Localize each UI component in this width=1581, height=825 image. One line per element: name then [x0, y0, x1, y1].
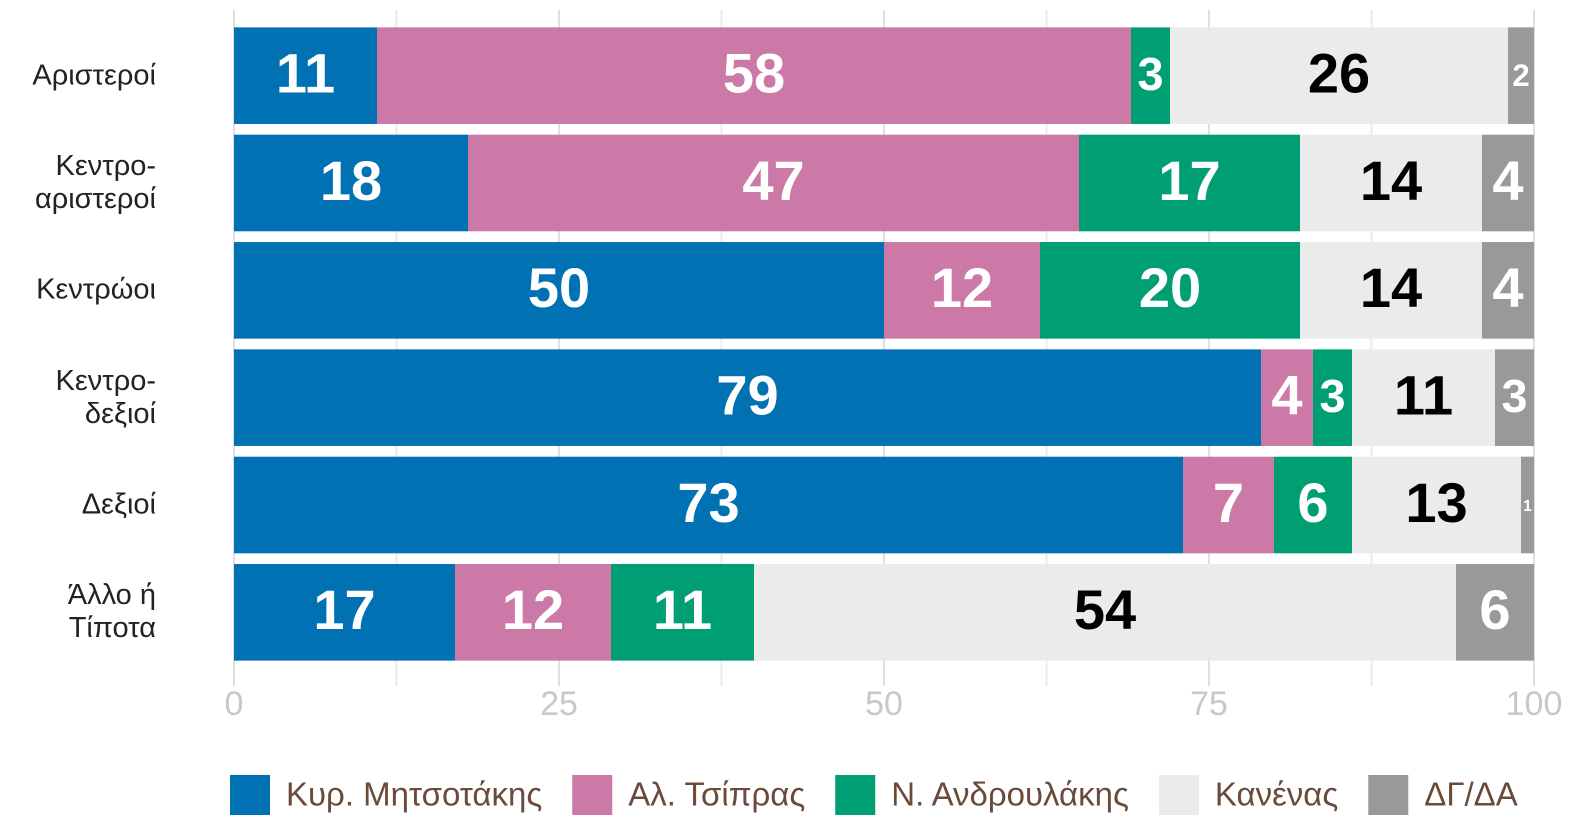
bar-segment — [1079, 134, 1300, 232]
data-label: 18 — [320, 149, 382, 212]
legend-swatch — [230, 775, 270, 815]
data-label: 1 — [1523, 498, 1532, 515]
data-label: 6 — [1297, 471, 1328, 534]
bar-segment — [234, 242, 884, 339]
bar-segment — [455, 564, 611, 661]
data-label: 58 — [723, 41, 785, 104]
bar-segment — [1261, 349, 1313, 446]
category-label: Κεντρώοι — [36, 273, 156, 306]
bar-segment — [1131, 27, 1170, 124]
x-tick-label: 0 — [225, 685, 244, 723]
data-label: 12 — [502, 578, 564, 641]
data-label: 47 — [742, 149, 804, 212]
data-label: 50 — [528, 256, 590, 319]
data-label: 4 — [1492, 149, 1523, 212]
data-label: 4 — [1271, 363, 1302, 426]
bar-segment — [234, 134, 468, 232]
data-label: 12 — [931, 256, 993, 319]
data-label: 17 — [1158, 149, 1220, 212]
data-label: 20 — [1139, 256, 1201, 319]
bar-segment — [1352, 456, 1521, 554]
data-label: 26 — [1308, 41, 1370, 104]
legend-swatch — [572, 775, 613, 815]
bar-segment — [234, 564, 455, 661]
legend-label: Αλ. Τσίπρας — [628, 776, 805, 813]
legend-label: Ν. Ανδρουλάκης — [891, 776, 1129, 813]
data-label: 17 — [313, 578, 375, 641]
legend-label: Κανένας — [1215, 776, 1338, 813]
category-label: Άλλο ή Τίποτα — [67, 579, 156, 645]
bar-segment — [1456, 564, 1534, 661]
bar-segment — [754, 564, 1456, 661]
data-label: 4 — [1492, 256, 1523, 319]
data-label: 14 — [1360, 149, 1422, 212]
category-label: Αριστεροί — [32, 59, 156, 92]
legend-label: ΔΓ/ΔΑ — [1424, 776, 1517, 813]
bar-segment — [1300, 134, 1482, 232]
bar-segment — [1482, 134, 1534, 232]
data-label: 11 — [276, 41, 335, 104]
legend-label: Κυρ. Μητσοτάκης — [286, 776, 542, 813]
x-tick-label: 75 — [1190, 685, 1228, 723]
bar-segment — [1274, 456, 1352, 554]
data-label: 14 — [1360, 256, 1422, 319]
x-tick-label: 50 — [865, 685, 903, 723]
data-label: 6 — [1479, 578, 1510, 641]
category-label: Κεντρο- δεξιοί — [55, 364, 156, 430]
x-tick-label: 25 — [540, 685, 578, 723]
bar-segment — [1482, 242, 1534, 339]
data-label: 11 — [653, 578, 712, 641]
bar-segment — [1313, 349, 1352, 446]
bar-segment — [234, 456, 1183, 554]
bar-segment — [1300, 242, 1482, 339]
bar-segment — [1183, 456, 1274, 554]
bar-segment — [1170, 27, 1508, 124]
legend-swatch — [835, 775, 876, 815]
bar-segment — [1040, 242, 1300, 339]
bar-segment — [884, 242, 1040, 339]
x-tick-label: 100 — [1506, 685, 1563, 723]
data-label: 73 — [677, 471, 739, 534]
bar-segment — [611, 564, 754, 661]
data-label: 79 — [716, 363, 778, 426]
bar-segment — [1508, 27, 1534, 124]
bar-segment — [468, 134, 1079, 232]
data-label: 3 — [1319, 370, 1345, 422]
data-label: 2 — [1512, 58, 1529, 93]
data-label: 3 — [1137, 48, 1163, 100]
data-label: 7 — [1213, 471, 1244, 534]
bar-segment — [1495, 349, 1534, 446]
legend-swatch — [1368, 775, 1409, 815]
data-label: 3 — [1501, 370, 1527, 422]
legend-swatch — [1158, 775, 1199, 815]
bar-segment — [1352, 349, 1495, 446]
category-label: Κεντρο- αριστεροί — [34, 150, 156, 215]
bar-segment — [234, 27, 377, 124]
data-label: 11 — [1394, 363, 1453, 426]
bar-segment — [1521, 456, 1534, 554]
data-label: 54 — [1074, 578, 1136, 641]
bar-segment — [377, 27, 1131, 124]
data-label: 13 — [1405, 471, 1467, 534]
bar-segment — [234, 349, 1261, 446]
category-label: Δεξιοί — [81, 488, 156, 521]
